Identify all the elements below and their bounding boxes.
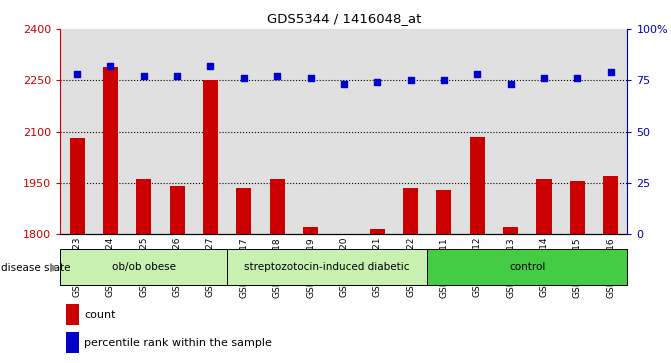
Point: [572, 76, 582, 81]
Bar: [70, 138, 85, 234]
Bar: [103, 67, 118, 234]
Bar: [136, 179, 151, 234]
Bar: [66, 304, 79, 325]
Bar: [537, 179, 552, 234]
Point: [372, 79, 382, 85]
Point: [539, 76, 550, 81]
Bar: [403, 188, 418, 234]
Point: [505, 82, 516, 87]
Bar: [427, 249, 627, 285]
Title: GDS5344 / 1416048_at: GDS5344 / 1416048_at: [266, 12, 421, 25]
Text: ▶: ▶: [50, 263, 59, 273]
Point: [72, 71, 83, 77]
Point: [205, 63, 216, 69]
Point: [138, 73, 149, 79]
Text: control: control: [509, 262, 546, 272]
Bar: [603, 176, 618, 234]
Bar: [470, 137, 485, 234]
Bar: [170, 186, 185, 234]
Bar: [270, 179, 285, 234]
Bar: [227, 249, 427, 285]
Point: [439, 77, 450, 83]
Bar: [503, 227, 518, 234]
Point: [305, 76, 316, 81]
Text: percentile rank within the sample: percentile rank within the sample: [84, 338, 272, 348]
Bar: [436, 190, 452, 234]
Bar: [303, 227, 318, 234]
Text: streptozotocin-induced diabetic: streptozotocin-induced diabetic: [244, 262, 410, 272]
Point: [338, 82, 349, 87]
Text: ob/ob obese: ob/ob obese: [112, 262, 176, 272]
Point: [238, 76, 249, 81]
Point: [605, 69, 616, 75]
Text: count: count: [84, 310, 115, 320]
Text: disease state: disease state: [1, 263, 70, 273]
Point: [105, 63, 116, 69]
Bar: [66, 332, 79, 353]
Bar: [203, 80, 218, 234]
Point: [472, 71, 482, 77]
Point: [172, 73, 183, 79]
Point: [405, 77, 416, 83]
Bar: [370, 229, 384, 234]
Bar: [60, 249, 227, 285]
Point: [272, 73, 282, 79]
Bar: [236, 188, 252, 234]
Bar: [570, 181, 585, 234]
